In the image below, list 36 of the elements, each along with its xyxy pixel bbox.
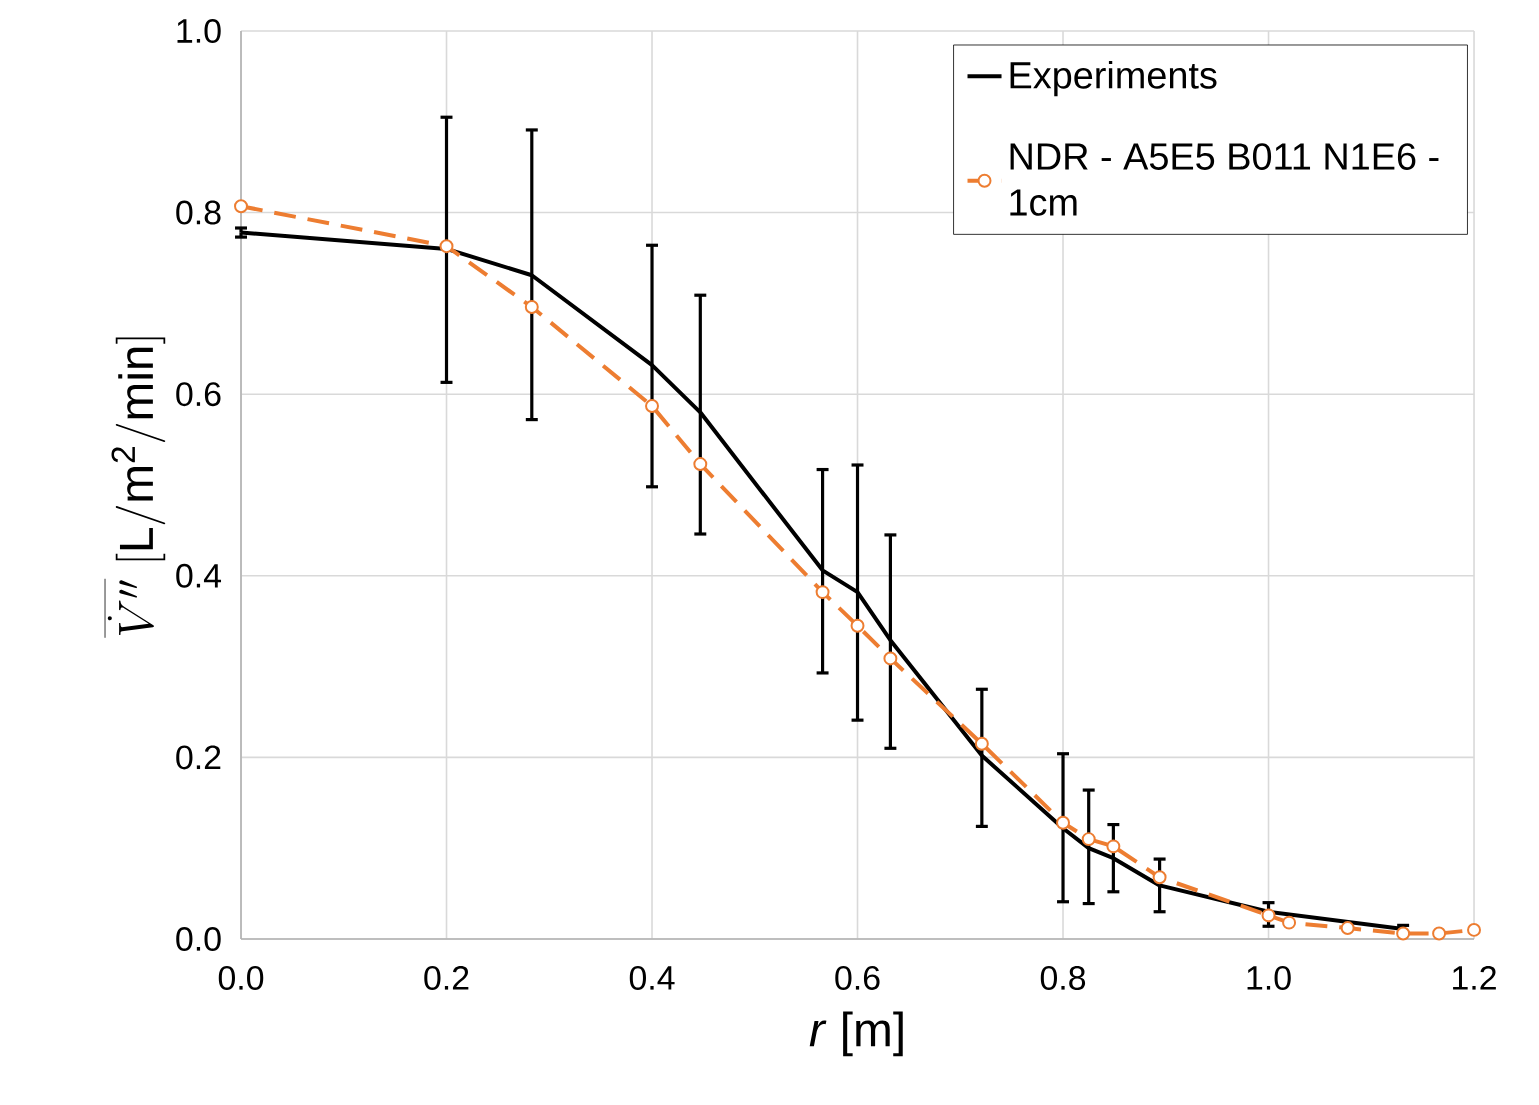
point [850, 618, 865, 633]
point [1340, 921, 1355, 936]
y-tick-label: 1.0 [177, 18, 221, 43]
point [439, 239, 454, 254]
x-tick-label: 0.2 [424, 965, 469, 990]
point [883, 651, 898, 666]
point [1261, 908, 1276, 923]
y-tick-label: 0.4 [176, 563, 222, 588]
point [1467, 922, 1482, 937]
point [524, 300, 539, 314]
x-tick-label: 0.8 [1040, 965, 1086, 990]
x-tick-label: 1.2 [1453, 965, 1496, 990]
point [1152, 870, 1167, 885]
point [974, 736, 989, 751]
y-tick-label: 0.0 [176, 926, 221, 951]
y-tick-label: 0.8 [176, 200, 221, 225]
x-axis-title: r [m] [809, 1011, 903, 1057]
point [693, 457, 708, 472]
x-tick-label: 0.0 [218, 965, 264, 990]
point [1432, 926, 1447, 941]
y-tick-label: 0.2 [176, 745, 221, 770]
legend-label: NDR - A5E5 B011 N1E6 - 1cm [1010, 143, 1439, 216]
point [815, 585, 830, 600]
point [1396, 926, 1411, 941]
point [1056, 815, 1070, 830]
x-tick-label: 0.4 [629, 965, 675, 990]
legend-label: Experiments [1010, 60, 1217, 97]
point [1081, 832, 1096, 847]
point [1106, 839, 1121, 854]
y-axis-title: $\overline{\dot{V}''}\ \mathrm{[L/m^2/min]}$ [105, 337, 166, 638]
x-tick-label: 0.6 [835, 965, 880, 990]
point [234, 199, 248, 214]
y-tick-label: 0.6 [176, 382, 221, 407]
point [1282, 915, 1297, 930]
x-tick-label: 1.0 [1247, 965, 1291, 990]
point [645, 399, 659, 413]
